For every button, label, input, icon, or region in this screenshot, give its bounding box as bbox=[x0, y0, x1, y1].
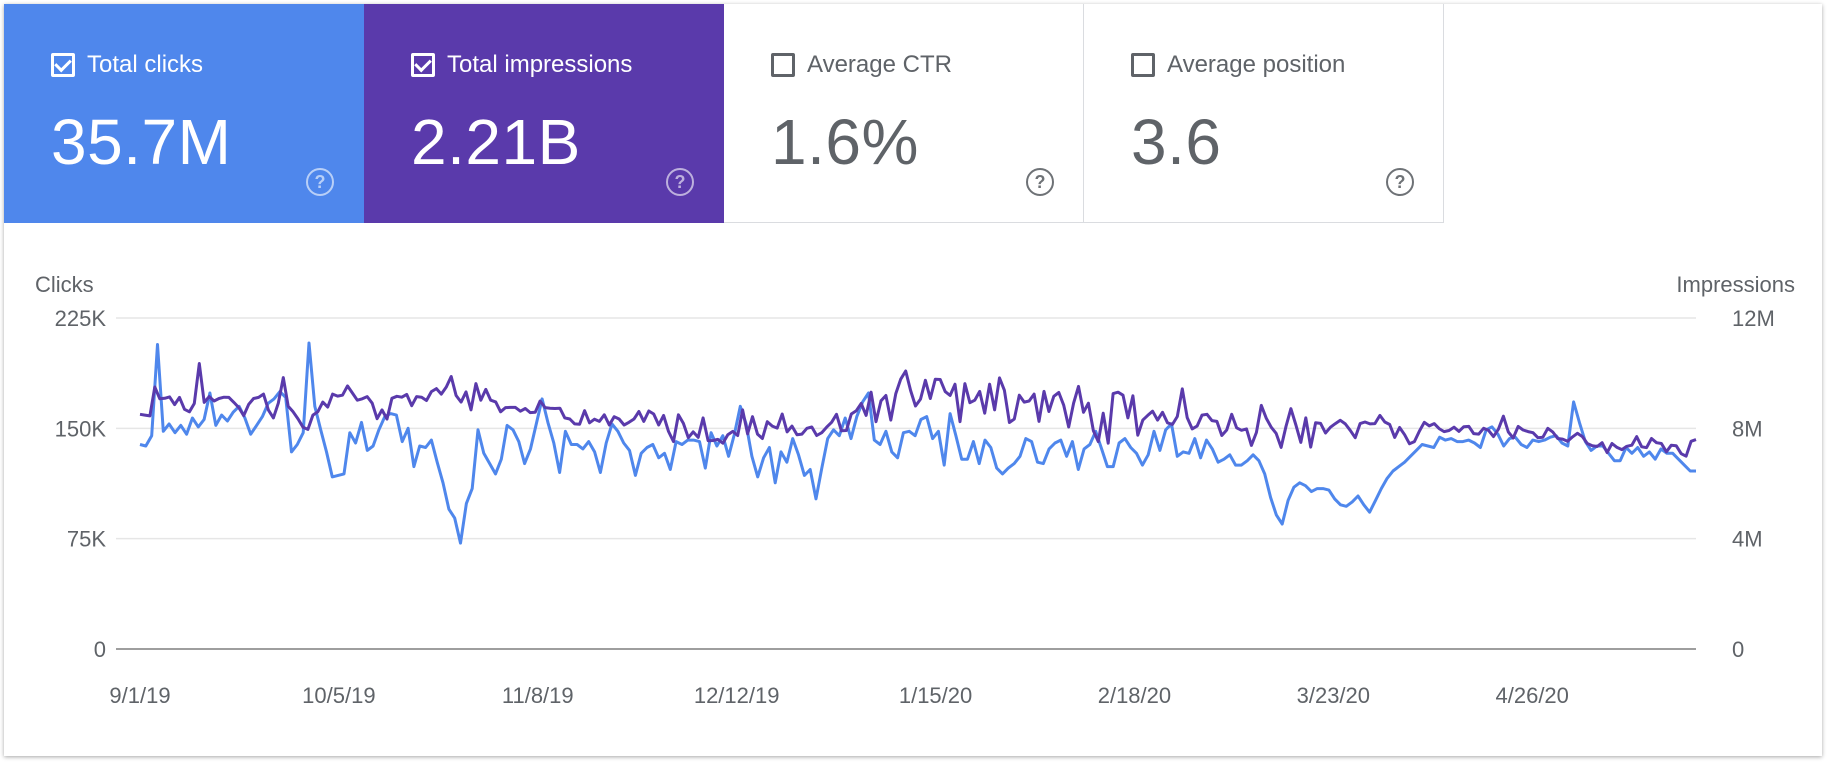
x-tick-label: 3/23/20 bbox=[1297, 683, 1370, 708]
x-tick-label: 9/1/19 bbox=[109, 683, 170, 708]
metric-cards: Total clicks 35.7M ? Total impressions 2… bbox=[4, 4, 1444, 223]
average-ctr-card[interactable]: Average CTR 1.6% ? bbox=[724, 4, 1084, 223]
y-right-tick-label: 12M bbox=[1732, 306, 1775, 331]
total-clicks-card[interactable]: Total clicks 35.7M ? bbox=[4, 4, 364, 223]
x-tick-label: 2/18/20 bbox=[1098, 683, 1171, 708]
y-axis-left-title: Clicks bbox=[35, 272, 94, 297]
help-icon[interactable]: ? bbox=[306, 168, 334, 196]
y-right-tick-label: 0 bbox=[1732, 637, 1744, 662]
y-right-tick-label: 4M bbox=[1732, 527, 1763, 552]
total-clicks-label: Total clicks bbox=[87, 51, 204, 78]
total-impressions-value: 2.21B bbox=[411, 106, 581, 178]
average-ctr-label: Average CTR bbox=[807, 51, 952, 78]
y-axis-right-title: Impressions bbox=[1676, 272, 1795, 297]
average-position-value: 3.6 bbox=[1131, 106, 1222, 178]
help-icon[interactable]: ? bbox=[1026, 168, 1054, 196]
total-clicks-header: Total clicks bbox=[51, 51, 203, 79]
y-left-tick-label: 75K bbox=[67, 527, 106, 552]
average-ctr-header: Average CTR bbox=[771, 51, 952, 79]
y-right-tick-label: 8M bbox=[1732, 416, 1763, 441]
help-icon[interactable]: ? bbox=[1386, 168, 1414, 196]
y-left-tick-label: 150K bbox=[55, 416, 107, 441]
x-tick-label: 4/26/20 bbox=[1496, 683, 1569, 708]
total-impressions-card[interactable]: Total impressions 2.21B ? bbox=[364, 4, 724, 223]
average-position-header: Average position bbox=[1131, 51, 1345, 79]
plot-lines bbox=[139, 341, 1697, 545]
impressions-series-line bbox=[139, 362, 1697, 458]
x-tick-label: 12/12/19 bbox=[694, 683, 780, 708]
y-left-tick-label: 0 bbox=[94, 637, 106, 662]
average-ctr-value: 1.6% bbox=[771, 106, 919, 178]
axis-ticks: 0 0 75K 4M 150K 8M 225K 12M 9/1/19 10/5/19 11/8/19… bbox=[55, 306, 1775, 708]
total-clicks-value: 35.7M bbox=[51, 106, 232, 178]
total-impressions-header: Total impressions bbox=[411, 51, 632, 79]
gridlines bbox=[116, 317, 1696, 650]
total-impressions-checkbox-icon[interactable] bbox=[411, 53, 435, 77]
x-tick-label: 11/8/19 bbox=[502, 683, 574, 708]
help-icon[interactable]: ? bbox=[666, 168, 694, 196]
average-position-card[interactable]: Average position 3.6 ? bbox=[1084, 4, 1444, 223]
average-ctr-checkbox-icon[interactable] bbox=[771, 53, 795, 77]
x-tick-label: 1/15/20 bbox=[899, 683, 972, 708]
performance-chart: Clicks Impressions 0 0 75K 4M 150K 8M 225K 12M 9… bbox=[35, 272, 1795, 708]
average-position-checkbox-icon[interactable] bbox=[1131, 53, 1155, 77]
clicks-series-line bbox=[139, 341, 1696, 545]
y-left-tick-label: 225K bbox=[55, 306, 107, 331]
x-tick-label: 10/5/19 bbox=[302, 683, 375, 708]
total-impressions-label: Total impressions bbox=[447, 51, 633, 78]
performance-panel: Total clicks 35.7M ? Total impressions 2… bbox=[4, 4, 1822, 756]
total-clicks-checkbox-icon[interactable] bbox=[51, 53, 75, 77]
average-position-label: Average position bbox=[1167, 51, 1346, 78]
